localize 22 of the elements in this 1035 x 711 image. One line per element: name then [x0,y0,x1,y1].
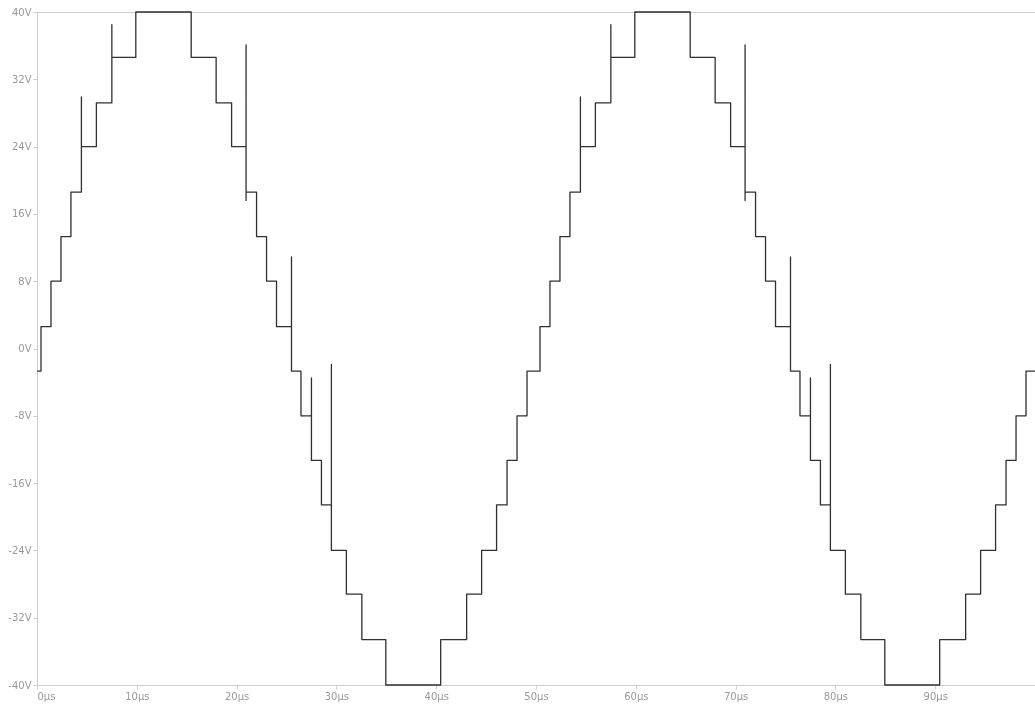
y-tick-label: -32V [8,612,32,624]
x-tick-label: 90µs [923,690,948,702]
x-tick-label: 40µs [424,690,449,702]
y-tick-label: -16V [8,477,32,489]
x-tick-label: 10µs [125,690,150,702]
x-tick-label: 50µs [524,690,549,702]
x-tick-label: 20µs [224,690,250,702]
y-tick-label: 8V [18,275,32,287]
y-tick-label: 0V [18,343,32,354]
y-tick-label: 40V [11,6,32,18]
y-tick-label: -40V [8,679,32,691]
x-tick-label: 30µs [324,690,350,702]
x-tick-label: 0µs [37,690,56,702]
x-tick-label: 80µs [823,690,849,702]
y-tick-label: 24V [11,141,32,153]
y-tick-label: -8V [14,410,32,422]
x-tick-label: 70µs [723,690,749,702]
y-tick-label: 16V [11,208,32,220]
x-tick-label: 60µs [624,690,649,702]
line-series [36,11,1035,686]
y-tick-label: -24V [8,544,32,556]
y-tick-label: 32V [11,73,32,85]
